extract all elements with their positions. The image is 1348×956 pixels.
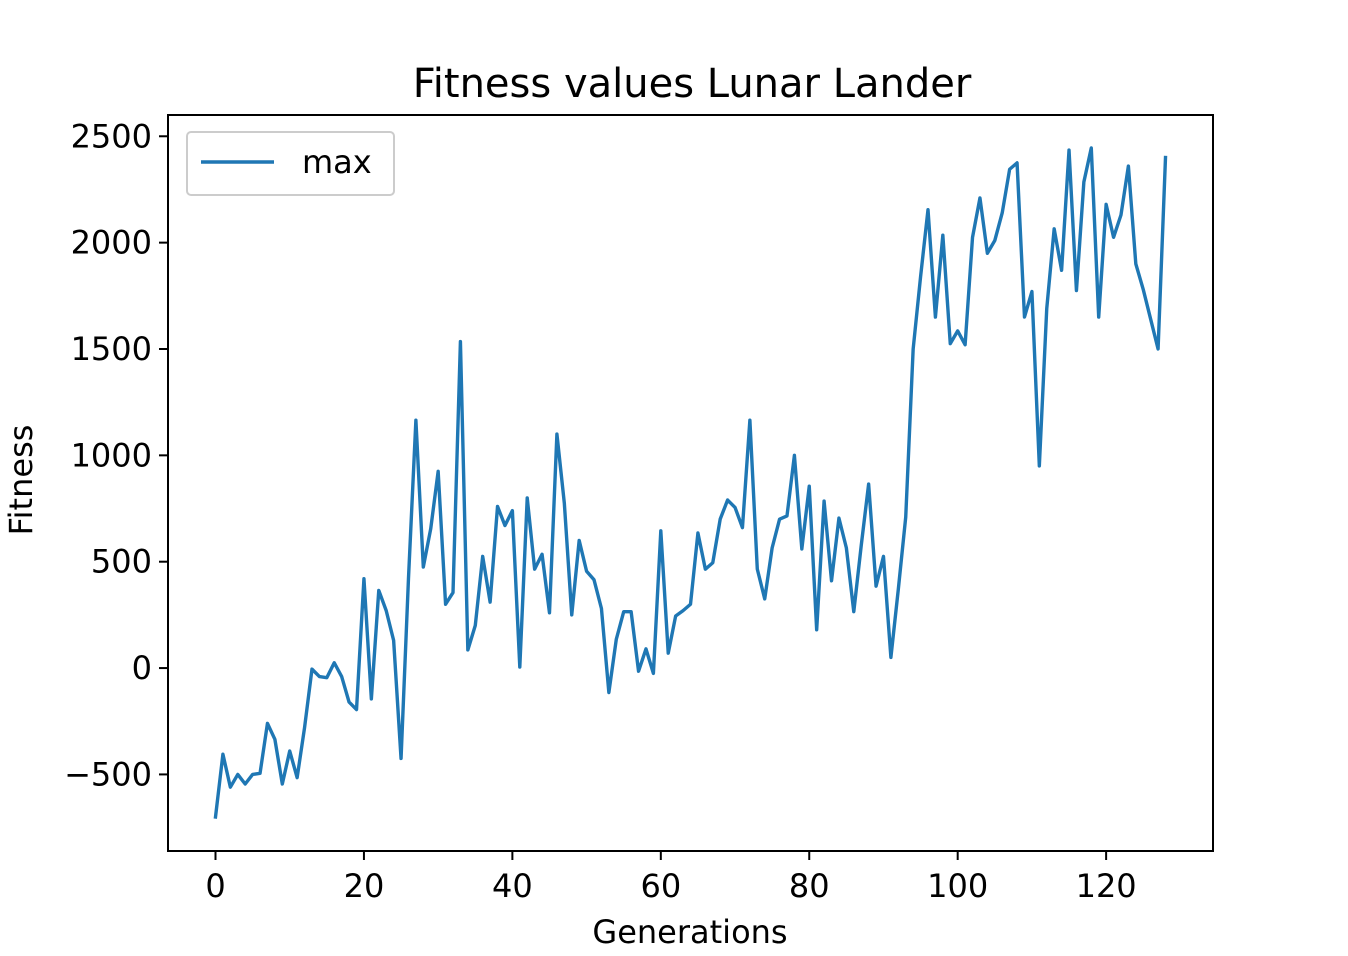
series-line-max	[213, 146, 1168, 819]
plot-area	[167, 114, 1214, 852]
x-tick-label: 120	[1076, 867, 1137, 905]
chart-title: Fitness values Lunar Lander	[413, 61, 972, 107]
x-axis-label: Generations	[592, 913, 787, 951]
x-tick-label: 60	[640, 867, 681, 905]
x-tick-label: 100	[927, 867, 988, 905]
data-layer	[213, 146, 1168, 819]
x-axis: 0 20 40 60 80 100 120	[205, 851, 1137, 905]
y-tick-label: 500	[91, 543, 152, 581]
axes-frame	[167, 114, 1214, 852]
y-tick-label: 0	[132, 649, 152, 687]
x-tick-label: 0	[205, 867, 225, 905]
x-tick-label: 20	[344, 867, 385, 905]
y-axis-label: Fitness	[2, 425, 40, 536]
legend: max	[186, 131, 395, 196]
y-tick-label: 1500	[71, 330, 152, 368]
legend-box	[186, 131, 395, 196]
y-tick-label: 2500	[71, 117, 152, 155]
y-tick-label: 1000	[71, 436, 152, 474]
legend-label-max: max	[302, 143, 372, 181]
y-tick-label: 2000	[71, 224, 152, 262]
y-tick-label: −500	[64, 755, 152, 793]
x-tick-label: 40	[492, 867, 533, 905]
x-tick-label: 80	[789, 867, 830, 905]
y-axis: −500 0 500 1000 1500 2000 2500	[64, 117, 168, 793]
